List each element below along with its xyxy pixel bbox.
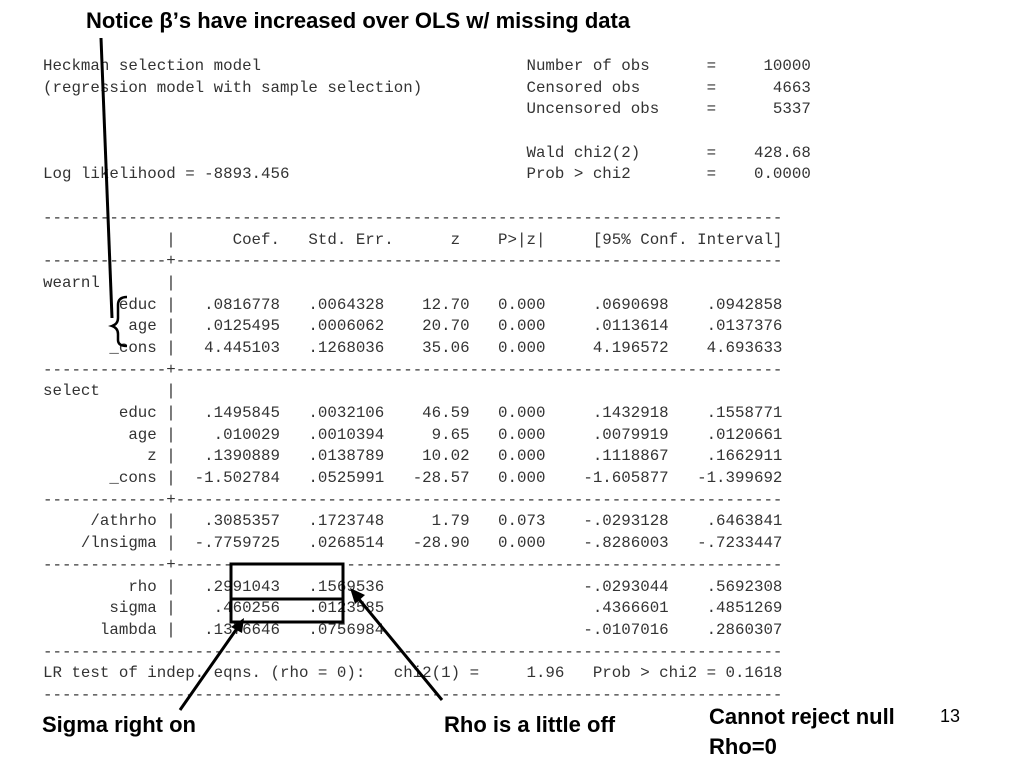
output-line: Wald chi2(2) = 428.68 (43, 143, 811, 162)
output-line: ----------------------------------------… (43, 208, 783, 227)
output-line: age | .010029 .0010394 9.65 0.000 .00799… (43, 425, 783, 444)
output-line: rho | .2991043 .1569536 -.0293044 .56923… (43, 577, 783, 596)
rho-note: Rho is a little off (444, 712, 616, 737)
output-line: wearnl | (43, 273, 176, 292)
output-line: educ | .0816778 .0064328 12.70 0.000 .06… (43, 295, 783, 314)
output-line: -------------+--------------------------… (43, 360, 783, 379)
output-line (43, 186, 811, 208)
output-line: Heckman selection model Number of obs = … (43, 57, 811, 75)
output-line: (regression model with sample selection)… (43, 78, 811, 97)
output-line: ----------------------------------------… (43, 685, 783, 704)
output-line: age | .0125495 .0006062 20.70 0.000 .011… (43, 317, 783, 336)
output-line: educ | .1495845 .0032106 46.59 0.000 .14… (43, 404, 783, 422)
slide-title: Notice β’s have increased over OLS w/ mi… (86, 8, 631, 33)
null-note-line2: Rho=0 (709, 734, 777, 759)
output-line: Log likelihood = -8893.456 Prob > chi2 =… (43, 165, 811, 184)
page-number: 13 (940, 706, 961, 726)
output-line: ----------------------------------------… (43, 642, 783, 661)
output-line: -------------+--------------------------… (43, 490, 783, 509)
output-line: /lnsigma | -.7759725 .0268514 -28.90 0.0… (43, 534, 783, 553)
output-line: Uncensored obs = 5337 (43, 100, 811, 119)
output-line: sigma | .460256 .0123585 .4366601 .48512… (43, 599, 783, 618)
output-line: select | (43, 382, 176, 401)
output-line: | Coef. Std. Err. z P>|z| [95% Conf. Int… (43, 230, 783, 249)
output-line: z | .1390889 .0138789 10.02 0.000 .11188… (43, 447, 783, 466)
output-line: lambda | .1376646 .0756984 -.0107016 .28… (43, 620, 783, 639)
output-line: -------------+--------------------------… (43, 555, 783, 574)
output-line: LR test of indep. eqns. (rho = 0): chi2(… (43, 664, 783, 683)
null-note-line1: Cannot reject null (709, 704, 895, 729)
output-line: /athrho | .3085357 .1723748 1.79 0.073 -… (43, 512, 783, 531)
sigma-note: Sigma right on (42, 712, 196, 737)
output-line (43, 121, 811, 143)
output-line: _cons | 4.445103 .1268036 35.06 0.000 4.… (43, 338, 783, 357)
output-line: _cons | -1.502784 .0525991 -28.57 0.000 … (43, 469, 783, 488)
output-line: -------------+--------------------------… (43, 252, 783, 271)
stata-output: Heckman selection model Number of obs = … (43, 56, 811, 707)
